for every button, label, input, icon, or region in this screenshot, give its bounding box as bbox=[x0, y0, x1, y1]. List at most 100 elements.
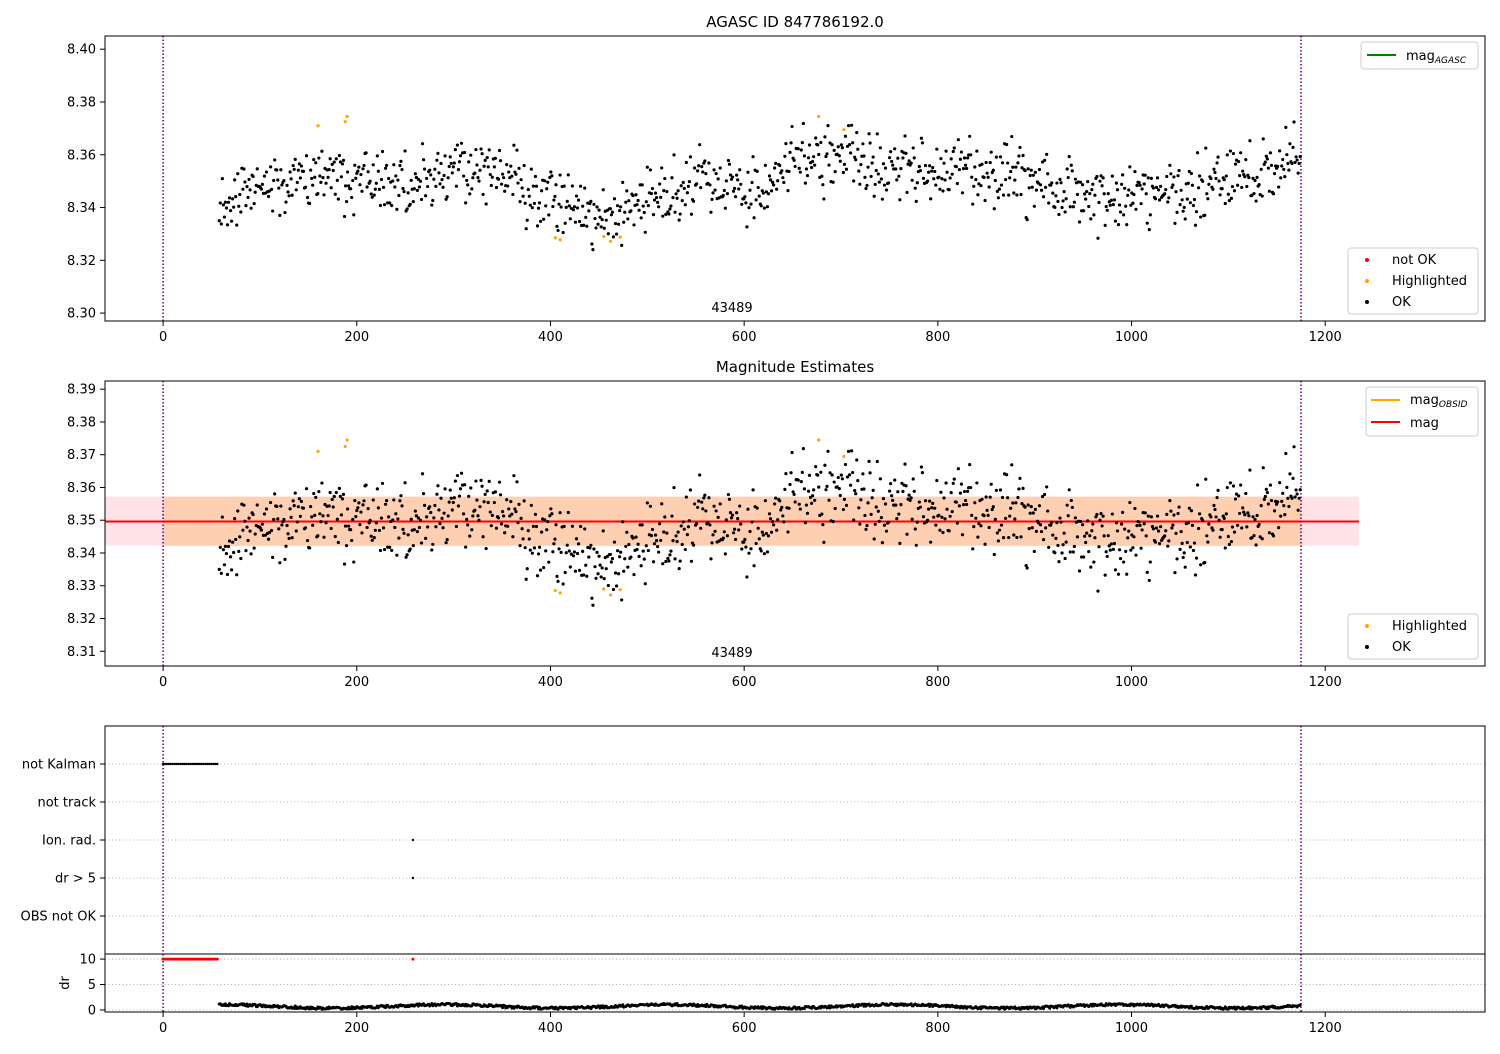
data-point-ok bbox=[1178, 547, 1182, 551]
data-point-ok bbox=[301, 169, 306, 173]
data-point-ok bbox=[939, 490, 943, 494]
data-point-highlighted bbox=[608, 239, 613, 243]
data-point-ok bbox=[934, 183, 938, 187]
data-point-ok bbox=[437, 171, 441, 175]
data-point-ok bbox=[615, 204, 620, 208]
data-point-ok bbox=[1008, 176, 1012, 180]
data-point-ok bbox=[581, 549, 585, 553]
data-point-ok bbox=[248, 188, 252, 192]
data-point-ok bbox=[269, 165, 273, 169]
data-point-ok bbox=[436, 484, 440, 488]
data-point-ok bbox=[934, 523, 938, 527]
data-point-ok bbox=[378, 203, 383, 208]
data-point-ok bbox=[649, 191, 654, 196]
data-point-ok bbox=[475, 163, 479, 167]
data-point-ok bbox=[959, 482, 964, 486]
data-point-ok bbox=[411, 544, 415, 548]
flag-point bbox=[411, 876, 415, 880]
data-point-ok bbox=[908, 498, 912, 502]
data-point-ok bbox=[269, 500, 273, 505]
data-point-ok bbox=[666, 556, 670, 561]
data-point-ok bbox=[674, 192, 678, 196]
data-point-ok bbox=[424, 194, 428, 198]
data-point-ok bbox=[309, 168, 313, 172]
data-point-ok bbox=[376, 169, 380, 173]
data-point-ok bbox=[622, 569, 626, 573]
x-tick-label: 200 bbox=[344, 1021, 369, 1036]
data-point-ok bbox=[909, 496, 913, 500]
data-point-ok bbox=[718, 502, 722, 506]
data-point-ok bbox=[700, 165, 704, 169]
data-point-ok bbox=[1252, 191, 1256, 196]
data-point-ok bbox=[524, 577, 528, 581]
data-point-ok bbox=[559, 550, 563, 554]
data-point-ok bbox=[672, 153, 676, 157]
axes-frame-agasc bbox=[104, 35, 1486, 322]
data-point-ok bbox=[783, 154, 787, 158]
data-point-ok bbox=[1020, 502, 1024, 506]
data-point-ok bbox=[568, 217, 572, 221]
data-point-ok bbox=[813, 163, 817, 167]
data-point-ok bbox=[1170, 526, 1174, 530]
data-point-ok bbox=[974, 516, 978, 520]
data-point-ok bbox=[859, 498, 863, 502]
data-point-ok bbox=[1019, 192, 1023, 197]
data-point-ok bbox=[670, 514, 674, 518]
data-point-ok bbox=[417, 525, 422, 530]
data-point-ok bbox=[886, 520, 891, 525]
data-point-ok bbox=[252, 202, 256, 206]
flag-category-label: not track bbox=[37, 796, 96, 811]
data-point-ok bbox=[811, 159, 815, 164]
data-point-ok bbox=[665, 189, 669, 194]
data-point-ok bbox=[559, 205, 563, 209]
data-point-ok bbox=[905, 190, 909, 195]
data-point-ok bbox=[371, 163, 375, 167]
data-point-ok bbox=[416, 177, 421, 181]
data-point-ok bbox=[1186, 521, 1190, 525]
data-point-ok bbox=[499, 182, 504, 186]
data-point-ok bbox=[671, 539, 675, 543]
data-point-ok bbox=[1240, 185, 1244, 189]
data-point-ok bbox=[218, 201, 222, 205]
data-point-ok bbox=[344, 199, 349, 204]
data-point-ok bbox=[1166, 544, 1170, 548]
data-point-ok bbox=[585, 574, 589, 578]
data-point-ok bbox=[566, 173, 570, 177]
data-point-ok bbox=[1298, 154, 1302, 159]
data-point-ok bbox=[369, 192, 373, 196]
data-point-ok bbox=[661, 562, 665, 566]
data-point-ok bbox=[1259, 167, 1263, 171]
data-point-ok bbox=[231, 540, 235, 544]
data-point-ok bbox=[507, 170, 511, 174]
data-point-ok bbox=[1298, 488, 1302, 492]
data-point-ok bbox=[1182, 551, 1186, 555]
data-point-ok bbox=[1247, 175, 1251, 180]
data-point-ok bbox=[686, 525, 690, 529]
data-point-ok bbox=[242, 167, 246, 171]
data-point-ok bbox=[1144, 534, 1148, 538]
data-point-ok bbox=[984, 160, 988, 165]
data-point-ok bbox=[339, 175, 344, 179]
data-point-ok bbox=[951, 149, 955, 154]
data-point-ok bbox=[618, 555, 622, 559]
data-point-ok bbox=[1268, 151, 1273, 155]
data-point-ok bbox=[1013, 178, 1017, 182]
data-point-ok bbox=[651, 560, 656, 564]
data-point-ok bbox=[373, 528, 377, 532]
data-point-ok bbox=[420, 142, 425, 146]
flag-point bbox=[196, 762, 200, 766]
data-point-ok bbox=[262, 174, 267, 178]
data-point-ok bbox=[757, 194, 761, 198]
data-point-ok bbox=[440, 178, 444, 182]
data-point-ok bbox=[919, 136, 924, 140]
data-point-ok bbox=[521, 194, 525, 198]
data-point-ok bbox=[524, 227, 528, 231]
data-point-ok bbox=[484, 546, 488, 551]
flag-point bbox=[183, 762, 186, 766]
data-point-ok bbox=[435, 492, 439, 496]
data-point-ok bbox=[227, 196, 232, 200]
data-point-ok bbox=[780, 169, 784, 173]
data-point-ok bbox=[1163, 534, 1167, 538]
data-point-ok bbox=[571, 554, 576, 558]
data-point-ok bbox=[713, 188, 717, 192]
